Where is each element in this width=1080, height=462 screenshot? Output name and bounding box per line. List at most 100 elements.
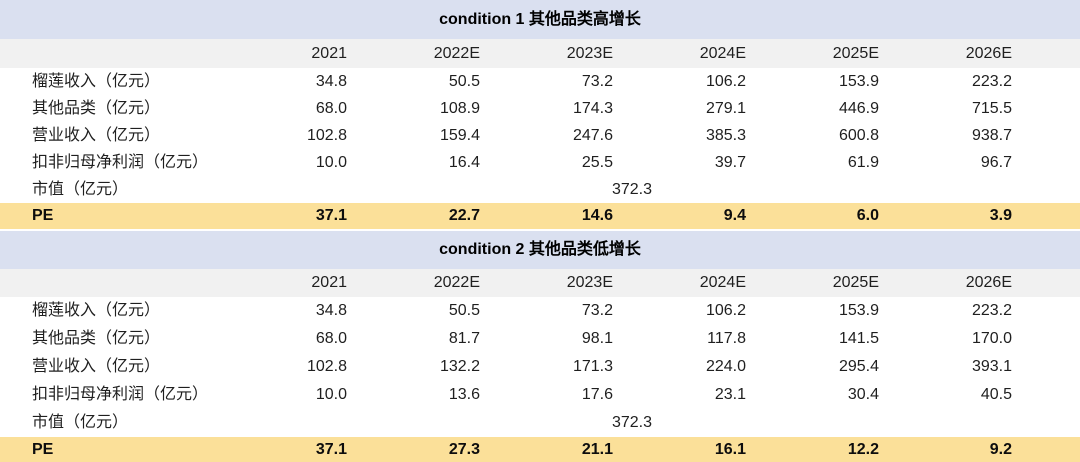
value-cell: 21.1 — [518, 437, 651, 462]
value-cell: 61.9 — [847, 153, 879, 171]
value-cell: 159.4 — [439, 126, 480, 144]
table-row-durian-revenue: 榴莲收入（亿元） 34.8 50.5 73.2 106.2 153.9 223.… — [0, 297, 1080, 325]
value-cell: 23.1 — [714, 386, 746, 403]
condition-2-table: condition 2 其他品类低增长 2021 2022E 2023E 202… — [0, 231, 1080, 462]
table-row-other-categories: 其他品类（亿元） 68.0 108.9 174.3 279.1 446.9 71… — [0, 95, 1080, 122]
year-header: 2021 — [252, 39, 385, 68]
table-row-adjusted-net-profit: 扣非归母净利润（亿元） 10.0 13.6 17.6 23.1 30.4 40.… — [0, 381, 1080, 409]
spacer-cell — [1050, 409, 1080, 437]
value-cell: 393.1 — [971, 358, 1012, 375]
year-header: 2026E — [917, 39, 1050, 68]
table-row-market-cap: 市值（亿元） 372.3 — [0, 176, 1080, 203]
year-header: 2022E — [385, 269, 518, 297]
value-cell: 171.3 — [572, 358, 613, 375]
row-label: 市值（亿元） — [32, 180, 129, 198]
header-empty-cell — [0, 269, 252, 297]
table-title: condition 1 其他品类高增长 — [0, 0, 1080, 39]
spacer-cell — [1050, 269, 1080, 297]
value-cell: 247.6 — [572, 126, 613, 144]
spacer-cell — [1050, 353, 1080, 381]
row-label: 榴莲收入（亿元） — [32, 302, 161, 319]
value-cell: 224.0 — [705, 358, 746, 375]
value-cell: 34.8 — [315, 72, 347, 90]
value-cell: 385.3 — [705, 126, 746, 144]
value-cell: 68.0 — [315, 99, 347, 117]
value-cell: 17.6 — [581, 386, 613, 403]
value-cell: 27.3 — [385, 437, 518, 462]
year-header: 2026E — [917, 269, 1050, 297]
year-header: 2023E — [518, 39, 651, 68]
value-cell: 10.0 — [315, 153, 347, 171]
value-cell: 170.0 — [971, 330, 1012, 347]
value-cell: 40.5 — [980, 386, 1012, 403]
value-cell: 12.2 — [784, 437, 917, 462]
value-cell: 223.2 — [971, 72, 1012, 90]
value-cell: 96.7 — [980, 153, 1012, 171]
table-row-other-categories: 其他品类（亿元） 68.0 81.7 98.1 117.8 141.5 170.… — [0, 325, 1080, 353]
table-row-pe: PE 37.1 27.3 21.1 16.1 12.2 9.2 — [0, 437, 1080, 462]
row-label: 扣非归母净利润（亿元） — [32, 153, 209, 171]
year-header: 2022E — [385, 39, 518, 68]
year-header: 2024E — [651, 269, 784, 297]
condition-1-table: condition 1 其他品类高增长 2021 2022E 2023E 202… — [0, 0, 1080, 229]
value-cell: 279.1 — [705, 99, 746, 117]
value-cell: 174.3 — [572, 99, 613, 117]
table-divider — [0, 229, 1080, 231]
table-row-adjusted-net-profit: 扣非归母净利润（亿元） 10.0 16.4 25.5 39.7 61.9 96.… — [0, 149, 1080, 176]
value-cell: 141.5 — [838, 330, 879, 347]
table-row-pe: PE 37.1 22.7 14.6 9.4 6.0 3.9 — [0, 203, 1080, 229]
value-cell: 13.6 — [448, 386, 480, 403]
value-cell: 446.9 — [838, 99, 879, 117]
value-cell: 16.4 — [448, 153, 480, 171]
year-header: 2023E — [518, 269, 651, 297]
spacer-cell — [1050, 381, 1080, 409]
value-cell: 98.1 — [581, 330, 613, 347]
value-cell: 37.1 — [252, 203, 385, 229]
value-cell: 10.0 — [315, 386, 347, 403]
value-cell: 153.9 — [838, 72, 879, 90]
spacer-cell — [1050, 149, 1080, 176]
value-cell: 81.7 — [448, 330, 480, 347]
value-cell: 30.4 — [847, 386, 879, 403]
value-cell: 68.0 — [315, 330, 347, 347]
spacer-cell — [1050, 325, 1080, 353]
value-cell: 37.1 — [252, 437, 385, 462]
market-cap-merged-cell: 372.3 — [611, 414, 653, 431]
value-cell: 39.7 — [714, 153, 746, 171]
value-cell: 50.5 — [448, 72, 480, 90]
year-header: 2021 — [252, 269, 385, 297]
value-cell: 3.9 — [917, 203, 1050, 229]
value-cell: 132.2 — [439, 358, 480, 375]
header-empty-cell — [0, 39, 252, 68]
value-cell: 223.2 — [971, 302, 1012, 319]
table-row-durian-revenue: 榴莲收入（亿元） 34.8 50.5 73.2 106.2 153.9 223.… — [0, 68, 1080, 95]
value-cell: 106.2 — [705, 302, 746, 319]
value-cell: 16.1 — [651, 437, 784, 462]
value-cell: 295.4 — [838, 358, 879, 375]
row-label: PE — [0, 437, 252, 462]
table-title: condition 2 其他品类低增长 — [0, 231, 1080, 269]
value-cell: 117.8 — [707, 330, 746, 347]
value-cell: 50.5 — [448, 302, 480, 319]
row-label: 其他品类（亿元） — [32, 99, 161, 117]
value-cell: 102.8 — [306, 126, 347, 144]
market-cap-merged-cell: 372.3 — [611, 180, 653, 198]
row-label: 其他品类（亿元） — [32, 330, 161, 347]
row-label: 市值（亿元） — [32, 414, 129, 431]
value-cell: 34.8 — [315, 302, 347, 319]
spacer-cell — [1050, 68, 1080, 95]
year-header: 2025E — [784, 269, 917, 297]
table-row-operating-revenue: 营业收入（亿元） 102.8 132.2 171.3 224.0 295.4 3… — [0, 353, 1080, 381]
row-label: 营业收入（亿元） — [32, 126, 161, 144]
value-cell: 108.9 — [439, 99, 480, 117]
spacer-cell — [1050, 39, 1080, 68]
row-label: 扣非归母净利润（亿元） — [32, 386, 209, 403]
value-cell: 14.6 — [518, 203, 651, 229]
spacer-cell — [1050, 437, 1080, 462]
value-cell: 9.2 — [917, 437, 1050, 462]
value-cell: 9.4 — [651, 203, 784, 229]
value-cell: 73.2 — [581, 72, 613, 90]
value-cell: 73.2 — [581, 302, 613, 319]
value-cell: 600.8 — [838, 126, 879, 144]
